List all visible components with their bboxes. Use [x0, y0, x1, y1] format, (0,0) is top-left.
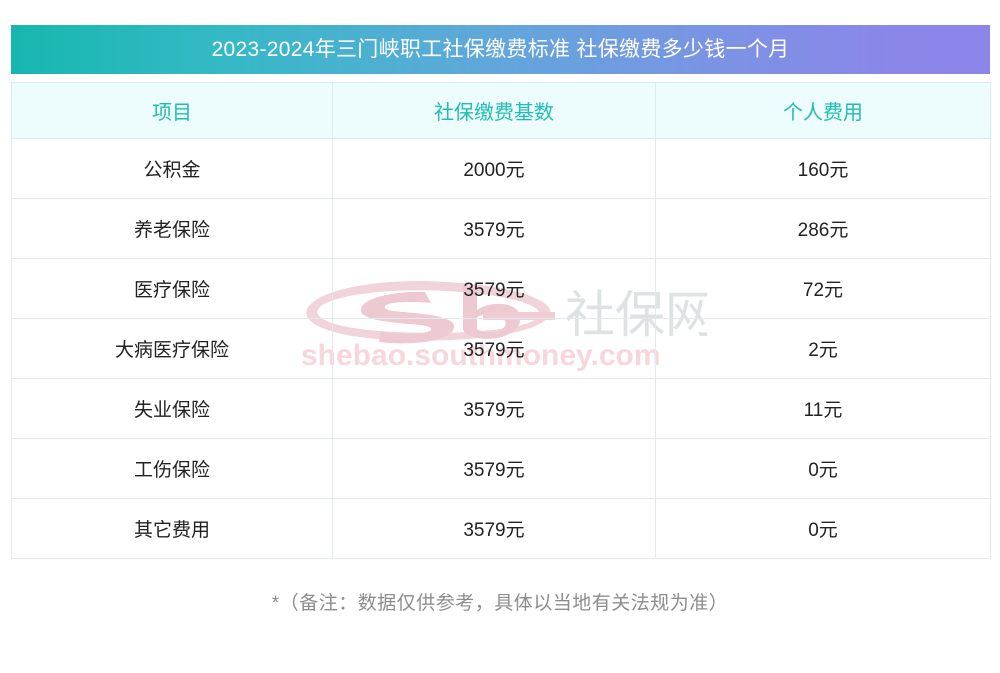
cell-personal: 286元 [655, 198, 991, 259]
cell-personal: 72元 [655, 258, 991, 319]
table-row: 其它费用 3579元 0元 [11, 498, 991, 559]
cell-base: 3579元 [332, 318, 656, 379]
cell-item: 医疗保险 [11, 258, 333, 319]
cell-base: 3579元 [332, 378, 656, 439]
table-row: 公积金 2000元 160元 [11, 138, 991, 199]
table-footnote: *（备注：数据仅供参考，具体以当地有关法规为准） [271, 593, 729, 614]
cell-personal: 11元 [655, 378, 991, 439]
cell-personal: 160元 [655, 138, 991, 199]
cell-item: 公积金 [11, 138, 333, 199]
cell-item: 工伤保险 [11, 438, 333, 499]
table-row: 工伤保险 3579元 0元 [11, 438, 991, 499]
column-header-base: 社保缴费基数 [332, 82, 656, 139]
column-header-item: 项目 [11, 82, 333, 139]
cell-base: 3579元 [332, 198, 656, 259]
table-row: 失业保险 3579元 11元 [11, 378, 991, 439]
table-body: 公积金 2000元 160元 养老保险 3579元 286元 医疗保险 3579… [11, 138, 991, 559]
cell-item: 大病医疗保险 [11, 318, 333, 379]
cell-personal: 0元 [655, 498, 991, 559]
page-title: 2023-2024年三门峡职工社保缴费标准 社保缴费多少钱一个月 [211, 38, 790, 61]
social-insurance-table: 项目 社保缴费基数 个人费用 公积金 2000元 160元 养老保险 3579元… [11, 82, 991, 559]
cell-item: 失业保险 [11, 378, 333, 439]
cell-base: 3579元 [332, 438, 656, 499]
table-row: 医疗保险 3579元 72元 [11, 258, 991, 319]
table-header-row: 项目 社保缴费基数 个人费用 [11, 82, 991, 139]
column-header-personal: 个人费用 [655, 82, 991, 139]
cell-personal: 2元 [655, 318, 991, 379]
cell-base: 3579元 [332, 498, 656, 559]
cell-item: 养老保险 [11, 198, 333, 259]
cell-base: 2000元 [332, 138, 656, 199]
table-head: 项目 社保缴费基数 个人费用 [11, 82, 991, 139]
cell-item: 其它费用 [11, 498, 333, 559]
cell-base: 3579元 [332, 258, 656, 319]
table-row: 大病医疗保险 3579元 2元 [11, 318, 991, 379]
cell-personal: 0元 [655, 438, 991, 499]
page-title-banner: 2023-2024年三门峡职工社保缴费标准 社保缴费多少钱一个月 [11, 25, 990, 74]
table-row: 养老保险 3579元 286元 [11, 198, 991, 259]
